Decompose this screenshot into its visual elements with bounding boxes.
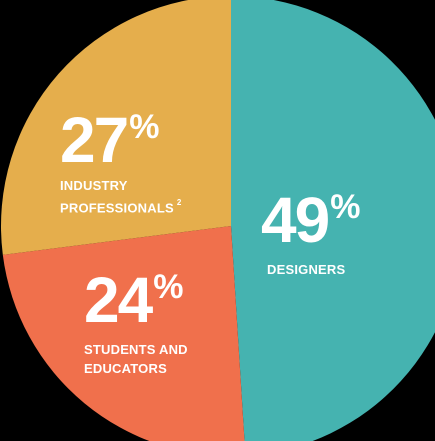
label-industry-professionals: 27% INDUSTRY PROFESSIONALS 2 bbox=[60, 108, 220, 217]
percent-value: 49 bbox=[261, 184, 330, 256]
label-designers: 49% DESIGNERS bbox=[261, 188, 360, 279]
category-label: DESIGNERS bbox=[267, 262, 346, 277]
pie-slice-designers bbox=[231, 0, 435, 441]
percent-value: 27 bbox=[60, 104, 129, 176]
percent-sign: % bbox=[153, 268, 184, 306]
label-students-educators: 24% STUDENTS AND EDUCATORS bbox=[84, 268, 214, 378]
percent-sign: % bbox=[129, 108, 160, 146]
pie-slice-industry-professionals bbox=[1, 0, 231, 255]
percent-sign: % bbox=[330, 188, 361, 226]
category-label: STUDENTS AND EDUCATORS bbox=[84, 342, 188, 376]
footnote-marker: 2 bbox=[176, 198, 182, 207]
pie-slice-students-and-educators bbox=[2, 226, 245, 441]
category-label: INDUSTRY PROFESSIONALS 2 bbox=[60, 178, 182, 216]
percent-value: 24 bbox=[84, 264, 153, 336]
